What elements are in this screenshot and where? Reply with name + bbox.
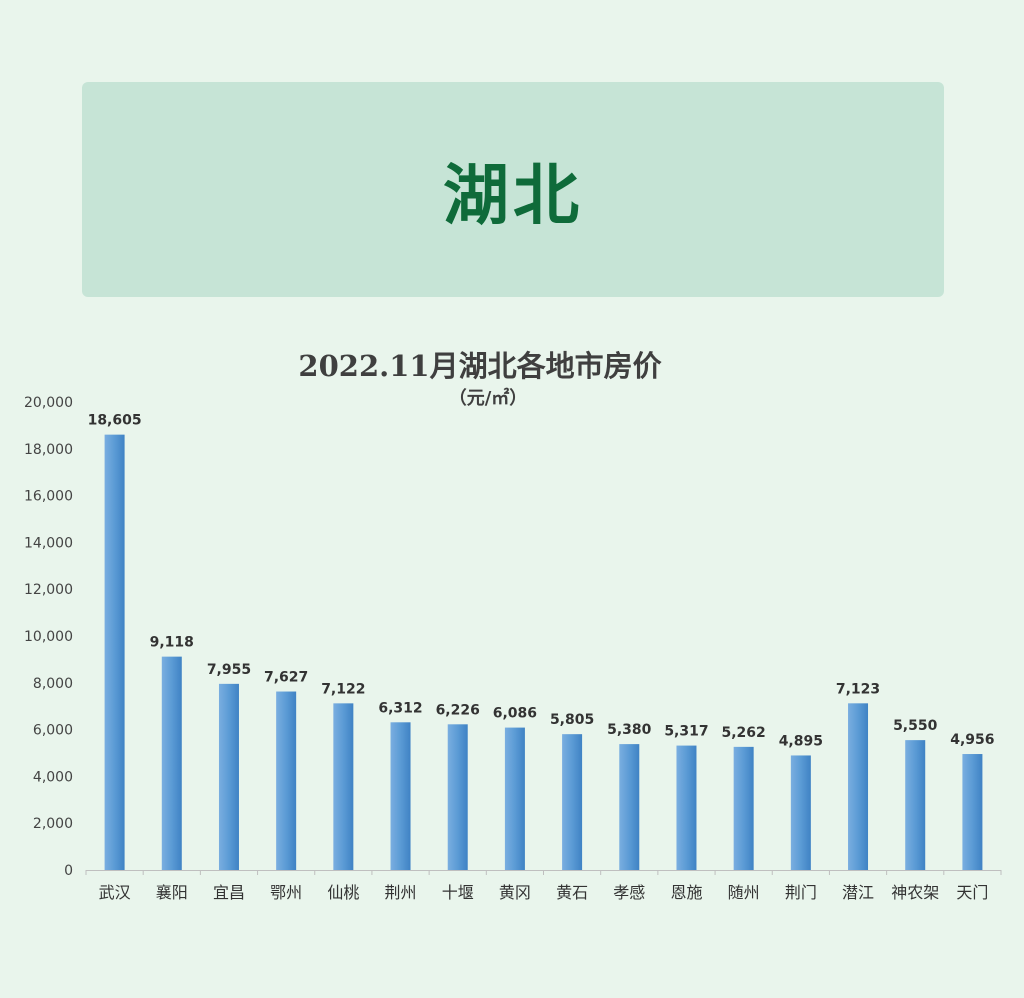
chart-subtitle: （元/㎡） bbox=[448, 388, 528, 409]
y-tick-label: 10,000 bbox=[24, 629, 73, 645]
x-tick-label: 随州 bbox=[728, 883, 760, 902]
x-tick-label: 荆门 bbox=[785, 883, 817, 902]
y-tick-label: 14,000 bbox=[24, 535, 73, 551]
bar bbox=[676, 745, 697, 870]
y-tick-label: 4,000 bbox=[33, 769, 73, 785]
bar bbox=[276, 691, 297, 870]
banner-title: 湖北 bbox=[443, 156, 583, 234]
x-tick-label: 宜昌 bbox=[213, 883, 245, 902]
y-tick-label: 18,000 bbox=[24, 442, 73, 458]
data-label: 7,955 bbox=[207, 662, 251, 678]
y-tick-label: 0 bbox=[64, 863, 73, 879]
y-tick-label: 2,000 bbox=[33, 816, 73, 832]
x-tick-label: 荆州 bbox=[385, 883, 417, 902]
bar bbox=[962, 754, 983, 870]
bar bbox=[447, 724, 468, 870]
data-label: 6,226 bbox=[436, 702, 480, 718]
bar bbox=[161, 656, 182, 870]
x-tick-label: 十堰 bbox=[442, 883, 474, 902]
bar bbox=[218, 683, 239, 870]
x-tick-label: 鄂州 bbox=[270, 883, 302, 902]
data-label: 7,122 bbox=[321, 681, 365, 697]
bar bbox=[104, 434, 125, 870]
bar bbox=[848, 703, 869, 870]
bars: 18,605 9,118 7,955 7,627 7,122 6,312 6,226 6,08… bbox=[88, 413, 995, 870]
x-tick-label: 黄石 bbox=[556, 883, 588, 902]
y-tick-label: 6,000 bbox=[33, 723, 73, 739]
x-tick-label: 仙桃 bbox=[327, 883, 359, 902]
y-tick-label: 8,000 bbox=[33, 676, 73, 692]
data-label: 5,550 bbox=[893, 718, 938, 734]
data-label: 5,317 bbox=[664, 724, 708, 740]
x-tick-label: 天门 bbox=[956, 883, 988, 902]
y-tick-label: 12,000 bbox=[24, 582, 73, 598]
bar bbox=[333, 703, 354, 870]
data-label: 5,805 bbox=[550, 712, 594, 728]
x-tick-label: 恩施 bbox=[670, 883, 702, 902]
data-label: 9,118 bbox=[150, 635, 194, 651]
x-tick-label: 孝感 bbox=[613, 883, 645, 902]
x-tick-label: 襄阳 bbox=[156, 883, 188, 902]
bar bbox=[390, 722, 411, 870]
data-label: 4,895 bbox=[779, 733, 823, 749]
x-axis: 武汉 襄阳 宜昌 鄂州 仙桃 荆州 十堰 黄冈 黄石 孝感 恩施 随州 荆门 潜江 神农架 天门 bbox=[85, 870, 1002, 902]
bar bbox=[562, 734, 583, 870]
x-tick-label: 黄冈 bbox=[499, 883, 531, 902]
data-label: 5,380 bbox=[607, 722, 652, 738]
data-label: 5,262 bbox=[722, 725, 766, 741]
chart-title: 2022.11月湖北各地市房价 bbox=[298, 349, 662, 383]
data-label: 7,627 bbox=[264, 670, 308, 686]
bar bbox=[733, 746, 754, 870]
y-axis: 0 2,000 4,000 6,000 8,000 10,000 12,000 14,000 1… bbox=[24, 395, 73, 879]
x-tick-label: 神农架 bbox=[891, 883, 939, 902]
bar bbox=[504, 727, 525, 870]
x-tick-label: 潜江 bbox=[842, 883, 874, 902]
bar bbox=[790, 755, 811, 870]
bar bbox=[905, 740, 926, 870]
y-tick-label: 20,000 bbox=[24, 395, 73, 411]
data-label: 6,312 bbox=[378, 700, 422, 716]
x-tick-label: 武汉 bbox=[99, 883, 131, 902]
data-label: 4,956 bbox=[950, 732, 994, 748]
data-label: 6,086 bbox=[493, 706, 537, 722]
bar bbox=[619, 744, 640, 870]
data-label: 7,123 bbox=[836, 681, 880, 697]
data-label: 18,605 bbox=[88, 413, 142, 429]
title-banner: 湖北 bbox=[82, 82, 944, 297]
y-tick-label: 16,000 bbox=[24, 489, 73, 505]
